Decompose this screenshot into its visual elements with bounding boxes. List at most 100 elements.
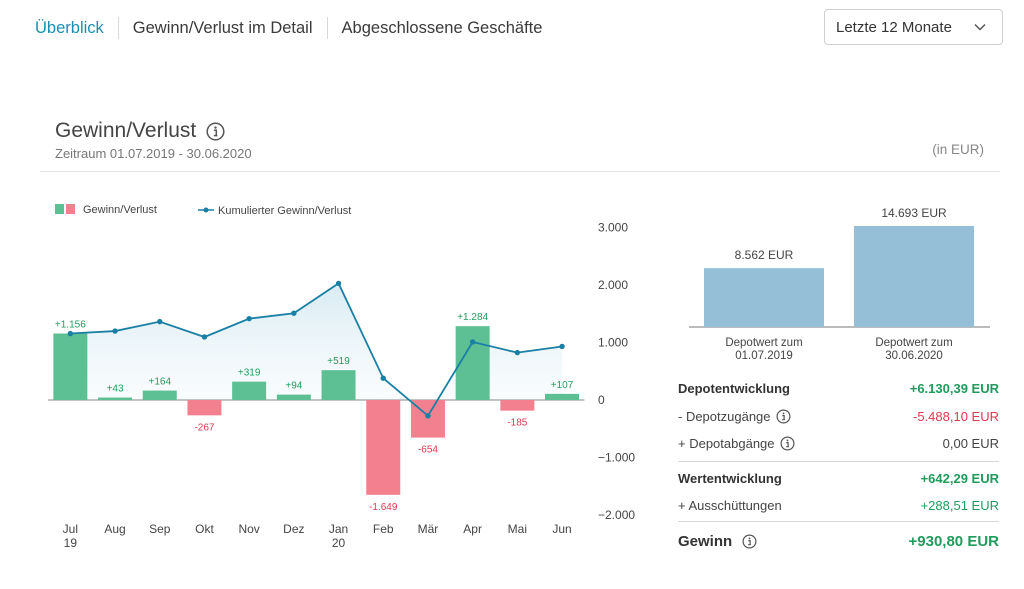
- cumulative-point: [67, 330, 74, 337]
- info-icon[interactable]: [742, 533, 757, 549]
- period-subtitle: Zeitraum 01.07.2019 - 30.06.2020: [55, 146, 252, 161]
- cumulative-point: [425, 413, 431, 419]
- depot-bar-label: Depotwert zum: [725, 337, 802, 349]
- cumulative-line: [70, 282, 563, 418]
- bar-value-label: +107: [551, 380, 574, 391]
- profit-loss-chart: Gewinn/Verlust Kumulierter Gewinn/Verlust…: [48, 204, 635, 550]
- bar: [53, 333, 88, 400]
- bar-value-label: +1.156: [55, 320, 86, 331]
- cumulative-point: [559, 343, 565, 350]
- x-tick-label: Mär: [418, 522, 439, 536]
- depot-bar-value: 14.693 EUR: [881, 206, 947, 220]
- summary-row-value: 0,00 EUR: [942, 435, 999, 451]
- bar: [366, 400, 401, 495]
- bar: [545, 393, 580, 400]
- legend-label-cumulative: Kumulierter Gewinn/Verlust: [218, 205, 351, 217]
- x-tick-label: Jan: [329, 522, 348, 536]
- cumulative-point: [246, 315, 252, 322]
- tab-divider: [117, 17, 119, 39]
- summary-row-label: - Depotzugänge: [678, 409, 791, 424]
- summary-row-label: + Ausschüttungen: [678, 498, 782, 513]
- bar-value-label: -654: [418, 445, 438, 456]
- bar-value-label: -267: [194, 422, 214, 433]
- y-tick-label: −1.000: [598, 451, 635, 465]
- tab-profit-loss-detail[interactable]: Gewinn/Verlust im Detail: [132, 18, 313, 37]
- summary-total-label-text: Gewinn: [678, 532, 733, 550]
- cumulative-point: [112, 328, 118, 334]
- tab-closed-trades[interactable]: Abgeschlossene Geschäfte: [341, 18, 543, 37]
- bar-value-label: +519: [327, 356, 350, 367]
- legend-line-dot: [203, 207, 209, 213]
- x-tick-label: Sep: [149, 522, 171, 536]
- x-tick-label: Apr: [463, 522, 482, 536]
- bar-value-label: +94: [285, 381, 302, 392]
- bar: [232, 381, 267, 400]
- bar: [187, 400, 222, 416]
- x-tick-sublabel: 20: [332, 536, 346, 550]
- y-tick-label: 2.000: [598, 278, 628, 292]
- bar: [321, 370, 356, 400]
- x-tick-label: Feb: [373, 522, 394, 536]
- header-divider: [40, 171, 1000, 172]
- summary-row-label-text: + Ausschüttungen: [678, 497, 782, 513]
- x-tick-label: Mai: [508, 522, 527, 536]
- summary-row: - Depotzugänge -5.488,10 EUR: [678, 406, 999, 426]
- bar-value-label: +1.284: [457, 312, 488, 323]
- bar: [500, 400, 535, 411]
- y-tick-label: 0: [598, 393, 605, 407]
- y-tick-label: −2.000: [598, 508, 635, 522]
- legend-label-profit-loss: Gewinn/Verlust: [83, 204, 157, 216]
- summary-row: + Depotabgänge 0,00 EUR: [678, 433, 999, 453]
- summary-row-label: + Depotabgänge: [678, 436, 795, 451]
- bar-value-label: +164: [148, 377, 171, 388]
- bar: [276, 394, 311, 400]
- x-tick-label: Jun: [552, 522, 571, 536]
- page-title: Gewinn/Verlust: [55, 119, 225, 143]
- summary-divider: [678, 461, 999, 462]
- summary-row-value: +6.130,39 EUR: [909, 380, 999, 396]
- summary-total-label: Gewinn: [678, 533, 757, 550]
- bar-value-label: +43: [107, 384, 124, 395]
- depot-bar: [704, 268, 824, 327]
- x-tick-label: Jul: [63, 522, 78, 536]
- summary-row-value: +642,29 EUR: [920, 470, 999, 486]
- summary-divider: [678, 521, 999, 522]
- period-dropdown-value: Letzte 12 Monate: [836, 18, 952, 36]
- summary-total-row: Gewinn +930,80 EUR: [678, 530, 999, 552]
- currency-unit: (in EUR): [932, 142, 984, 157]
- cumulative-point: [469, 339, 476, 345]
- summary-row-label: Wertentwicklung: [678, 471, 782, 486]
- tab-bar: Überblick Gewinn/Verlust im Detail Abges…: [35, 16, 542, 40]
- cumulative-point: [291, 310, 297, 316]
- legend-gain-swatch: [55, 204, 64, 214]
- bar: [142, 390, 177, 400]
- summary-row-label: Depotentwicklung: [678, 381, 790, 396]
- legend-loss-swatch: [66, 204, 75, 214]
- tab-overview[interactable]: Überblick: [35, 18, 104, 37]
- depot-bar-label: Depotwert zum: [875, 337, 952, 349]
- bar: [455, 326, 490, 400]
- summary-row-label-text: + Depotabgänge: [678, 435, 775, 451]
- summary-row: Wertentwicklung +642,29 EUR: [678, 468, 999, 488]
- cumulative-point: [380, 375, 386, 381]
- cumulative-point: [157, 318, 163, 325]
- x-tick-label: Okt: [195, 522, 214, 536]
- info-icon[interactable]: [776, 408, 791, 424]
- info-icon[interactable]: [206, 121, 225, 141]
- bar: [98, 397, 133, 400]
- cumulative-area: [70, 283, 563, 416]
- summary-row-value: +288,51 EUR: [920, 497, 999, 513]
- summary-row-label-text: Depotentwicklung: [678, 380, 790, 396]
- x-tick-sublabel: 19: [64, 536, 78, 550]
- info-icon[interactable]: [780, 435, 795, 451]
- period-dropdown[interactable]: Letzte 12 Monate: [824, 9, 1003, 45]
- depot-bar-label: 30.06.2020: [885, 350, 943, 362]
- summary-row-label-text: Wertentwicklung: [678, 470, 782, 486]
- cumulative-point: [335, 280, 342, 287]
- page-title-text: Gewinn/Verlust: [55, 119, 197, 142]
- y-tick-label: 1.000: [598, 336, 628, 350]
- bar-value-label: -185: [507, 418, 527, 429]
- depot-bar: [854, 226, 974, 327]
- chevron-down-icon: [972, 19, 988, 35]
